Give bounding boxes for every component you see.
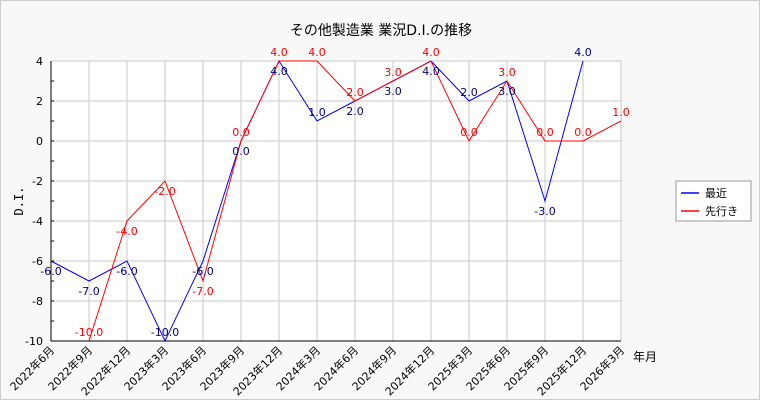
data-label: 4.0 xyxy=(422,46,440,59)
chart-title: その他製造業 業況D.I.の推移 xyxy=(290,23,472,39)
data-label: 0.0 xyxy=(574,126,592,139)
data-label: -7.0 xyxy=(78,285,99,298)
data-label: -10.0 xyxy=(151,326,179,339)
data-label: -7.0 xyxy=(192,285,213,298)
data-label: 0.0 xyxy=(460,126,478,139)
data-label: 4.0 xyxy=(270,46,288,59)
data-label: -3.0 xyxy=(534,205,555,218)
data-label: 0.0 xyxy=(232,145,250,158)
legend-label: 最近 xyxy=(705,187,727,200)
data-label: 3.0 xyxy=(498,85,516,98)
data-label: 4.0 xyxy=(574,46,592,59)
data-label: 2.0 xyxy=(346,105,364,118)
legend-label: 先行き xyxy=(705,205,738,218)
y-axis-label: D.I. xyxy=(12,187,26,216)
legend xyxy=(675,180,752,222)
y-tick-label: -2 xyxy=(32,175,43,188)
data-label: 4.0 xyxy=(422,65,440,78)
series-line-先行き xyxy=(88,60,622,342)
data-label: -6.0 xyxy=(116,265,137,278)
data-label: 3.0 xyxy=(384,66,402,79)
data-label: 4.0 xyxy=(308,46,326,59)
y-tick-label: -10 xyxy=(25,335,43,348)
plot-area xyxy=(51,61,621,341)
data-label: 0.0 xyxy=(536,126,554,139)
data-label: 2.0 xyxy=(346,86,364,99)
data-label: -6.0 xyxy=(40,265,61,278)
y-tick-label: -8 xyxy=(32,295,43,308)
y-tick-label: -6 xyxy=(32,255,43,268)
y-tick-label: 2 xyxy=(36,95,43,108)
data-label: 4.0 xyxy=(270,65,288,78)
data-label: 1.0 xyxy=(612,106,630,119)
data-label: 1.0 xyxy=(308,106,326,119)
data-label: 3.0 xyxy=(384,85,402,98)
data-label: 2.0 xyxy=(460,86,478,99)
data-label: 0.0 xyxy=(232,126,250,139)
y-tick-label: 4 xyxy=(36,55,43,68)
series-line-最近 xyxy=(50,59,584,343)
data-label: -2.0 xyxy=(154,185,175,198)
data-label: -6.0 xyxy=(192,265,213,278)
y-tick-label: -4 xyxy=(32,215,43,228)
y-tick-label: 0 xyxy=(36,135,43,148)
data-label: -4.0 xyxy=(116,225,137,238)
data-label: -10.0 xyxy=(75,326,103,339)
x-axis-label: 年月 xyxy=(633,350,657,364)
data-label: 3.0 xyxy=(498,66,516,79)
